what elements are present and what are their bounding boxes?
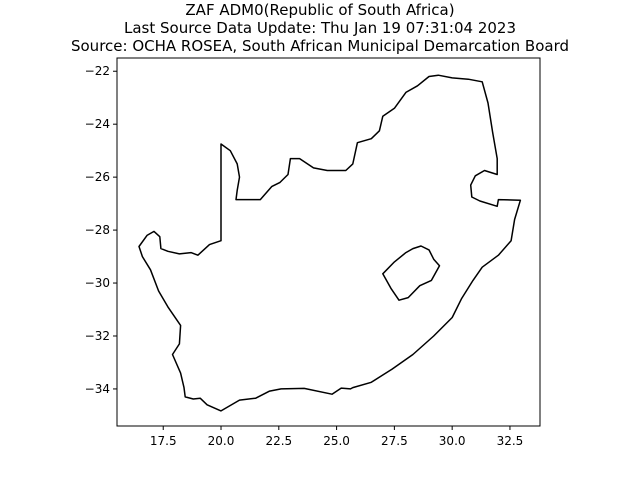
x-tick-label: 17.5: [150, 434, 177, 448]
x-tick-label: 20.0: [208, 434, 235, 448]
title-line-2: Last Source Data Update: Thu Jan 19 07:3…: [123, 19, 517, 37]
y-tick-label: −30: [85, 276, 110, 290]
y-axis: −22 −24 −26 −28 −30 −32 −34: [85, 64, 117, 396]
y-tick-label: −24: [85, 117, 110, 131]
lesotho-enclave-boundary: [382, 245, 441, 301]
x-tick-label: 27.5: [381, 434, 408, 448]
title-line-1: ZAF ADM0(Republic of South Africa): [185, 1, 455, 19]
x-tick-label: 32.5: [497, 434, 524, 448]
axes-frame: [116, 57, 541, 427]
x-axis: 17.5 20.0 22.5 25.0 27.5 30.0 32.5: [150, 426, 523, 448]
chart-title: ZAF ADM0(Republic of South Africa) Last …: [0, 0, 640, 55]
y-tick-label: −22: [85, 64, 110, 78]
y-tick-label: −28: [85, 223, 110, 237]
title-line-3: Source: OCHA ROSEA, South African Munici…: [70, 37, 569, 55]
x-tick-label: 30.0: [439, 434, 466, 448]
country-boundary: [138, 74, 522, 412]
x-tick-label: 22.5: [265, 434, 292, 448]
y-tick-label: −32: [85, 329, 110, 343]
y-tick-label: −26: [85, 170, 110, 184]
y-tick-label: −34: [85, 382, 110, 396]
x-tick-label: 25.0: [323, 434, 350, 448]
